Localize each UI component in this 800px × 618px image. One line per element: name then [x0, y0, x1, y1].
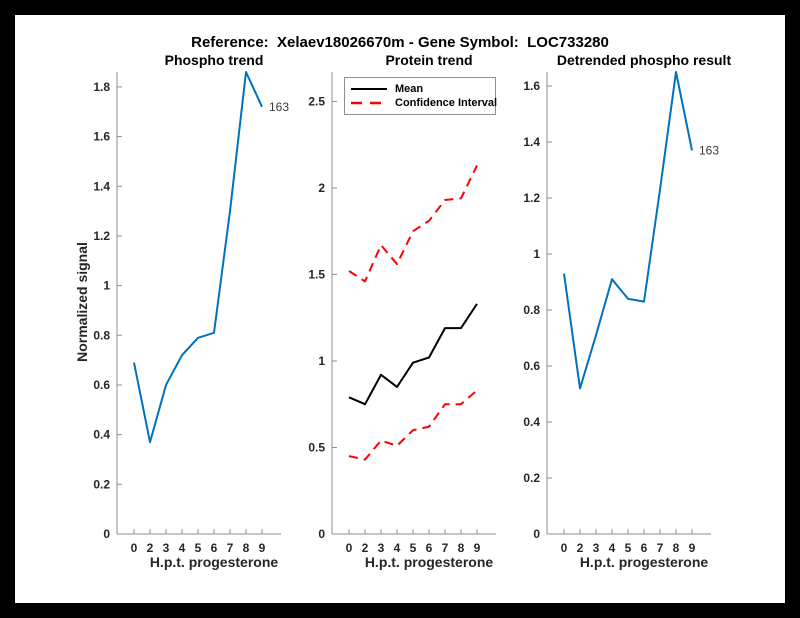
- endpoint-annotation: 163: [699, 143, 719, 157]
- svg-text:0: 0: [103, 527, 110, 541]
- mean-line-sample-icon: [351, 88, 387, 90]
- phospho-trend-title: Phospho trend: [164, 52, 264, 68]
- legend-entry-confidence-interval: Confidence Interval: [351, 96, 497, 110]
- svg-text:4: 4: [179, 541, 186, 555]
- svg-text:8: 8: [243, 541, 250, 555]
- svg-text:1.5: 1.5: [308, 267, 325, 281]
- svg-text:7: 7: [227, 541, 234, 555]
- svg-text:3: 3: [163, 541, 170, 555]
- endpoint-annotation: 163: [269, 100, 289, 114]
- svg-text:0.4: 0.4: [93, 428, 110, 442]
- svg-text:4: 4: [394, 541, 401, 555]
- figure-canvas: Reference: Xelaev18026670m - Gene Symbol…: [15, 15, 785, 603]
- svg-text:1: 1: [318, 354, 325, 368]
- svg-text:2: 2: [318, 181, 325, 195]
- svg-text:5: 5: [195, 541, 202, 555]
- legend-label-confidence-interval: Confidence Interval: [395, 97, 498, 109]
- svg-text:1: 1: [103, 279, 110, 293]
- svg-text:9: 9: [474, 541, 481, 555]
- protein-xaxis-label: H.p.t. progesterone: [364, 554, 494, 570]
- normalized-signal-ylabel: Normalized signal: [74, 242, 90, 362]
- svg-text:0: 0: [318, 527, 325, 541]
- svg-text:5: 5: [410, 541, 417, 555]
- svg-text:0.6: 0.6: [523, 359, 540, 373]
- svg-text:9: 9: [259, 541, 266, 555]
- detrended-xaxis-label: H.p.t. progesterone: [579, 554, 709, 570]
- svg-text:6: 6: [426, 541, 433, 555]
- svg-text:3: 3: [593, 541, 600, 555]
- svg-text:0.8: 0.8: [523, 303, 540, 317]
- svg-text:1.4: 1.4: [523, 135, 540, 149]
- protein-trend-title: Protein trend: [385, 52, 473, 68]
- phospho-xaxis-label: H.p.t. progesterone: [149, 554, 279, 570]
- svg-text:1.2: 1.2: [523, 191, 540, 205]
- legend: Mean Confidence Interval: [344, 77, 497, 115]
- svg-text:6: 6: [211, 541, 218, 555]
- svg-text:7: 7: [657, 541, 664, 555]
- svg-text:0: 0: [561, 541, 568, 555]
- svg-text:0.2: 0.2: [523, 471, 540, 485]
- figure-title: Reference: Xelaev18026670m - Gene Symbol…: [191, 34, 609, 51]
- svg-text:0: 0: [533, 527, 540, 541]
- svg-text:0.4: 0.4: [523, 415, 540, 429]
- svg-text:1.8: 1.8: [93, 80, 110, 94]
- svg-text:9: 9: [689, 541, 696, 555]
- svg-text:3: 3: [378, 541, 385, 555]
- svg-text:0.5: 0.5: [308, 440, 325, 454]
- svg-text:1.4: 1.4: [93, 179, 110, 193]
- svg-text:1: 1: [533, 247, 540, 261]
- svg-text:0: 0: [131, 541, 138, 555]
- svg-text:5: 5: [625, 541, 632, 555]
- svg-text:1.6: 1.6: [93, 130, 110, 144]
- legend-entry-mean: Mean: [351, 82, 489, 96]
- svg-text:0: 0: [346, 541, 353, 555]
- svg-text:0.8: 0.8: [93, 328, 110, 342]
- legend-label-mean: Mean: [395, 83, 424, 95]
- svg-text:1.6: 1.6: [523, 79, 540, 93]
- svg-text:7: 7: [442, 541, 449, 555]
- confidence-line-sample-icon: [351, 101, 387, 105]
- svg-text:4: 4: [609, 541, 616, 555]
- svg-text:2.5: 2.5: [308, 94, 325, 108]
- svg-text:8: 8: [673, 541, 680, 555]
- svg-text:8: 8: [458, 541, 465, 555]
- detrended-phospho-title: Detrended phospho result: [556, 52, 732, 68]
- svg-text:0.2: 0.2: [93, 477, 110, 491]
- protein-trend-plot: 00.511.522.50 2 3 4 5 6 7 8 9: [308, 72, 496, 555]
- svg-text:2: 2: [362, 541, 369, 555]
- svg-text:2: 2: [147, 541, 154, 555]
- svg-text:1.2: 1.2: [93, 229, 110, 243]
- svg-text:0.6: 0.6: [93, 378, 110, 392]
- svg-text:6: 6: [641, 541, 648, 555]
- svg-text:2: 2: [577, 541, 584, 555]
